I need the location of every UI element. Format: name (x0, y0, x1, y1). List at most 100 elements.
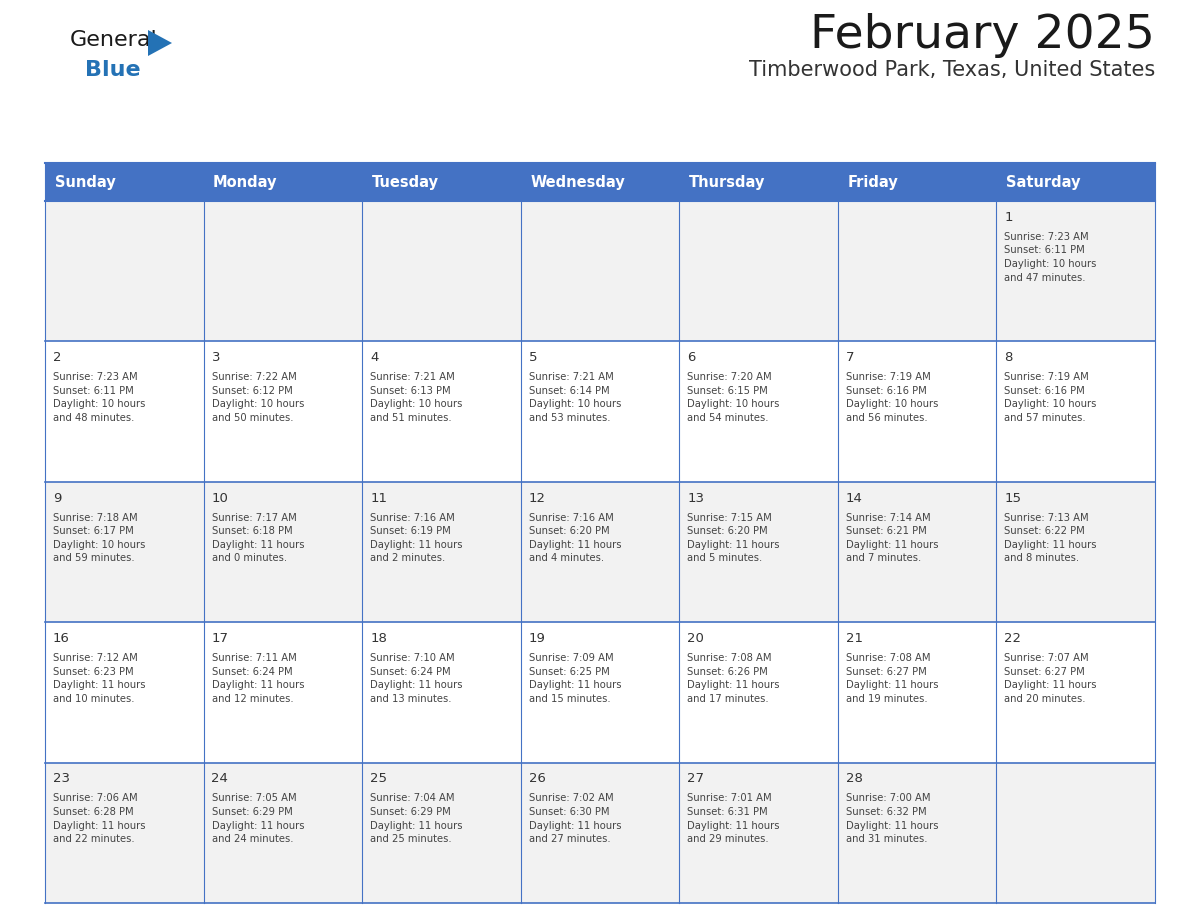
Bar (203, 482, 362, 622)
Bar (203, 622, 362, 763)
Bar (520, 163, 680, 201)
Bar (203, 201, 362, 341)
Text: Sunrise: 7:19 AM
Sunset: 6:16 PM
Daylight: 10 hours
and 57 minutes.: Sunrise: 7:19 AM Sunset: 6:16 PM Dayligh… (1004, 373, 1097, 423)
Text: Timberwood Park, Texas, United States: Timberwood Park, Texas, United States (748, 60, 1155, 80)
Bar (362, 763, 520, 903)
Text: 24: 24 (211, 772, 228, 786)
Text: Sunrise: 7:21 AM
Sunset: 6:13 PM
Daylight: 10 hours
and 51 minutes.: Sunrise: 7:21 AM Sunset: 6:13 PM Dayligh… (371, 373, 462, 423)
Text: Sunrise: 7:00 AM
Sunset: 6:32 PM
Daylight: 11 hours
and 31 minutes.: Sunrise: 7:00 AM Sunset: 6:32 PM Dayligh… (846, 793, 939, 845)
Text: Sunrise: 7:16 AM
Sunset: 6:20 PM
Daylight: 11 hours
and 4 minutes.: Sunrise: 7:16 AM Sunset: 6:20 PM Dayligh… (529, 512, 621, 564)
Text: 20: 20 (687, 632, 704, 645)
Bar (45, 482, 203, 622)
Bar (838, 163, 997, 201)
Text: General: General (70, 30, 158, 50)
Bar (203, 341, 362, 482)
Text: 26: 26 (529, 772, 545, 786)
Bar (520, 622, 680, 763)
Text: Sunrise: 7:23 AM
Sunset: 6:11 PM
Daylight: 10 hours
and 48 minutes.: Sunrise: 7:23 AM Sunset: 6:11 PM Dayligh… (53, 373, 145, 423)
Text: 27: 27 (687, 772, 704, 786)
Text: Tuesday: Tuesday (372, 174, 438, 189)
Text: Sunday: Sunday (55, 174, 115, 189)
Bar (45, 763, 203, 903)
Bar (997, 763, 1155, 903)
Text: 23: 23 (53, 772, 70, 786)
Text: Sunrise: 7:01 AM
Sunset: 6:31 PM
Daylight: 11 hours
and 29 minutes.: Sunrise: 7:01 AM Sunset: 6:31 PM Dayligh… (687, 793, 779, 845)
Text: Sunrise: 7:19 AM
Sunset: 6:16 PM
Daylight: 10 hours
and 56 minutes.: Sunrise: 7:19 AM Sunset: 6:16 PM Dayligh… (846, 373, 939, 423)
Bar (680, 201, 838, 341)
Text: Blue: Blue (86, 60, 140, 80)
Text: 22: 22 (1004, 632, 1022, 645)
Text: Sunrise: 7:23 AM
Sunset: 6:11 PM
Daylight: 10 hours
and 47 minutes.: Sunrise: 7:23 AM Sunset: 6:11 PM Dayligh… (1004, 232, 1097, 283)
Text: February 2025: February 2025 (810, 13, 1155, 58)
Text: Sunrise: 7:15 AM
Sunset: 6:20 PM
Daylight: 11 hours
and 5 minutes.: Sunrise: 7:15 AM Sunset: 6:20 PM Dayligh… (687, 512, 779, 564)
Bar (680, 763, 838, 903)
Text: Saturday: Saturday (1006, 174, 1080, 189)
Bar (680, 163, 838, 201)
Text: 2: 2 (53, 352, 62, 364)
Bar (520, 482, 680, 622)
Bar (45, 163, 203, 201)
Bar (45, 201, 203, 341)
Text: 12: 12 (529, 492, 545, 505)
Text: 10: 10 (211, 492, 228, 505)
Text: 15: 15 (1004, 492, 1022, 505)
Text: 9: 9 (53, 492, 62, 505)
Bar (520, 201, 680, 341)
Text: Sunrise: 7:20 AM
Sunset: 6:15 PM
Daylight: 10 hours
and 54 minutes.: Sunrise: 7:20 AM Sunset: 6:15 PM Dayligh… (687, 373, 779, 423)
Text: Sunrise: 7:21 AM
Sunset: 6:14 PM
Daylight: 10 hours
and 53 minutes.: Sunrise: 7:21 AM Sunset: 6:14 PM Dayligh… (529, 373, 621, 423)
Text: Monday: Monday (213, 174, 278, 189)
Bar (997, 201, 1155, 341)
Polygon shape (148, 30, 172, 56)
Text: 11: 11 (371, 492, 387, 505)
Text: Sunrise: 7:12 AM
Sunset: 6:23 PM
Daylight: 11 hours
and 10 minutes.: Sunrise: 7:12 AM Sunset: 6:23 PM Dayligh… (53, 653, 145, 704)
Text: 13: 13 (687, 492, 704, 505)
Bar (997, 163, 1155, 201)
Bar (362, 201, 520, 341)
Bar (45, 622, 203, 763)
Text: 18: 18 (371, 632, 387, 645)
Text: 6: 6 (687, 352, 696, 364)
Bar (838, 201, 997, 341)
Text: Sunrise: 7:17 AM
Sunset: 6:18 PM
Daylight: 11 hours
and 0 minutes.: Sunrise: 7:17 AM Sunset: 6:18 PM Dayligh… (211, 512, 304, 564)
Bar (520, 341, 680, 482)
Text: Sunrise: 7:10 AM
Sunset: 6:24 PM
Daylight: 11 hours
and 13 minutes.: Sunrise: 7:10 AM Sunset: 6:24 PM Dayligh… (371, 653, 462, 704)
Text: Thursday: Thursday (689, 174, 765, 189)
Text: Sunrise: 7:07 AM
Sunset: 6:27 PM
Daylight: 11 hours
and 20 minutes.: Sunrise: 7:07 AM Sunset: 6:27 PM Dayligh… (1004, 653, 1097, 704)
Text: Sunrise: 7:02 AM
Sunset: 6:30 PM
Daylight: 11 hours
and 27 minutes.: Sunrise: 7:02 AM Sunset: 6:30 PM Dayligh… (529, 793, 621, 845)
Bar (838, 341, 997, 482)
Bar (362, 482, 520, 622)
Text: Sunrise: 7:14 AM
Sunset: 6:21 PM
Daylight: 11 hours
and 7 minutes.: Sunrise: 7:14 AM Sunset: 6:21 PM Dayligh… (846, 512, 939, 564)
Bar (362, 622, 520, 763)
Text: Sunrise: 7:13 AM
Sunset: 6:22 PM
Daylight: 11 hours
and 8 minutes.: Sunrise: 7:13 AM Sunset: 6:22 PM Dayligh… (1004, 512, 1097, 564)
Text: 19: 19 (529, 632, 545, 645)
Text: 3: 3 (211, 352, 220, 364)
Text: Sunrise: 7:04 AM
Sunset: 6:29 PM
Daylight: 11 hours
and 25 minutes.: Sunrise: 7:04 AM Sunset: 6:29 PM Dayligh… (371, 793, 462, 845)
Bar (838, 763, 997, 903)
Text: 21: 21 (846, 632, 862, 645)
Bar (680, 622, 838, 763)
Text: 16: 16 (53, 632, 70, 645)
Text: Sunrise: 7:08 AM
Sunset: 6:27 PM
Daylight: 11 hours
and 19 minutes.: Sunrise: 7:08 AM Sunset: 6:27 PM Dayligh… (846, 653, 939, 704)
Text: Sunrise: 7:22 AM
Sunset: 6:12 PM
Daylight: 10 hours
and 50 minutes.: Sunrise: 7:22 AM Sunset: 6:12 PM Dayligh… (211, 373, 304, 423)
Bar (680, 482, 838, 622)
Bar (203, 163, 362, 201)
Bar (520, 763, 680, 903)
Text: Sunrise: 7:05 AM
Sunset: 6:29 PM
Daylight: 11 hours
and 24 minutes.: Sunrise: 7:05 AM Sunset: 6:29 PM Dayligh… (211, 793, 304, 845)
Bar (838, 622, 997, 763)
Text: Sunrise: 7:16 AM
Sunset: 6:19 PM
Daylight: 11 hours
and 2 minutes.: Sunrise: 7:16 AM Sunset: 6:19 PM Dayligh… (371, 512, 462, 564)
Text: 8: 8 (1004, 352, 1012, 364)
Text: Sunrise: 7:18 AM
Sunset: 6:17 PM
Daylight: 10 hours
and 59 minutes.: Sunrise: 7:18 AM Sunset: 6:17 PM Dayligh… (53, 512, 145, 564)
Text: 17: 17 (211, 632, 228, 645)
Text: Sunrise: 7:11 AM
Sunset: 6:24 PM
Daylight: 11 hours
and 12 minutes.: Sunrise: 7:11 AM Sunset: 6:24 PM Dayligh… (211, 653, 304, 704)
Text: Friday: Friday (847, 174, 898, 189)
Text: Sunrise: 7:06 AM
Sunset: 6:28 PM
Daylight: 11 hours
and 22 minutes.: Sunrise: 7:06 AM Sunset: 6:28 PM Dayligh… (53, 793, 145, 845)
Text: 5: 5 (529, 352, 537, 364)
Text: Sunrise: 7:08 AM
Sunset: 6:26 PM
Daylight: 11 hours
and 17 minutes.: Sunrise: 7:08 AM Sunset: 6:26 PM Dayligh… (687, 653, 779, 704)
Text: 7: 7 (846, 352, 854, 364)
Bar (997, 482, 1155, 622)
Text: 4: 4 (371, 352, 379, 364)
Bar (203, 763, 362, 903)
Bar (362, 163, 520, 201)
Bar (45, 341, 203, 482)
Text: 1: 1 (1004, 211, 1013, 224)
